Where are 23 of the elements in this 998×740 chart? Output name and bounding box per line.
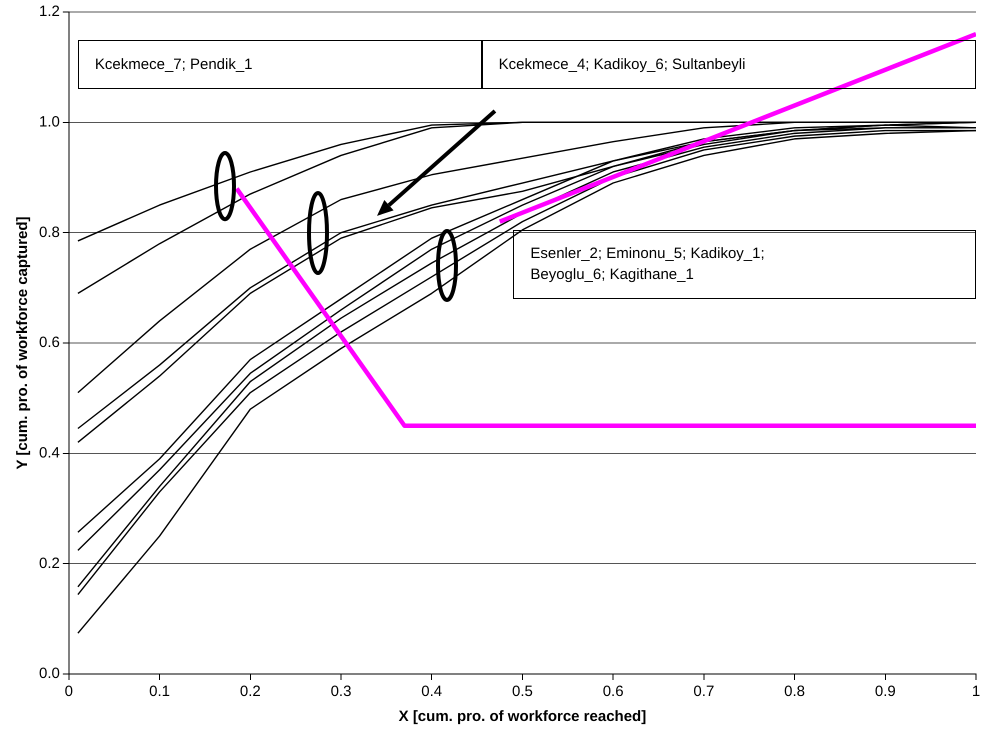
y-tick-label: 0.2 xyxy=(38,554,60,572)
x-tick-label: 0.2 xyxy=(240,683,261,700)
y-tick-label: 0.0 xyxy=(38,665,60,682)
x-axis-title: X [cum. pro. of workforce reached] xyxy=(398,708,646,726)
x-tick-label: 0.7 xyxy=(693,683,714,700)
annotation: Esenler_2; Eminonu_5; Kadikoy_1; Beyoglu_6; Kagithane_1 xyxy=(513,230,976,299)
y-axis-title: Y [cum. pro. of workforce captured] xyxy=(14,216,32,470)
x-tick-label: 0 xyxy=(64,683,74,700)
x-tick-label: 0.4 xyxy=(421,683,442,700)
x-tick-label: 0.3 xyxy=(330,683,352,700)
x-tick-label: 1 xyxy=(972,683,980,700)
y-tick-label: 0.4 xyxy=(38,444,60,462)
annotation: Kcekmece_7; Pendik_1 xyxy=(78,40,482,90)
y-tick-label: 1.0 xyxy=(38,113,60,130)
annotation: Kcekmece_4; Kadikoy_6; Sultanbeyli xyxy=(482,40,976,90)
y-tick-label: 0.6 xyxy=(38,334,60,352)
x-tick-label: 0.1 xyxy=(149,683,170,700)
x-tick-label: 0.5 xyxy=(512,683,533,700)
x-tick-label: 0.6 xyxy=(602,683,624,700)
x-tick-label: 0.9 xyxy=(874,683,896,700)
x-tick-label: 0.8 xyxy=(784,683,805,700)
y-tick-label: 1.2 xyxy=(38,3,60,20)
y-tick-label: 0.8 xyxy=(38,224,60,241)
